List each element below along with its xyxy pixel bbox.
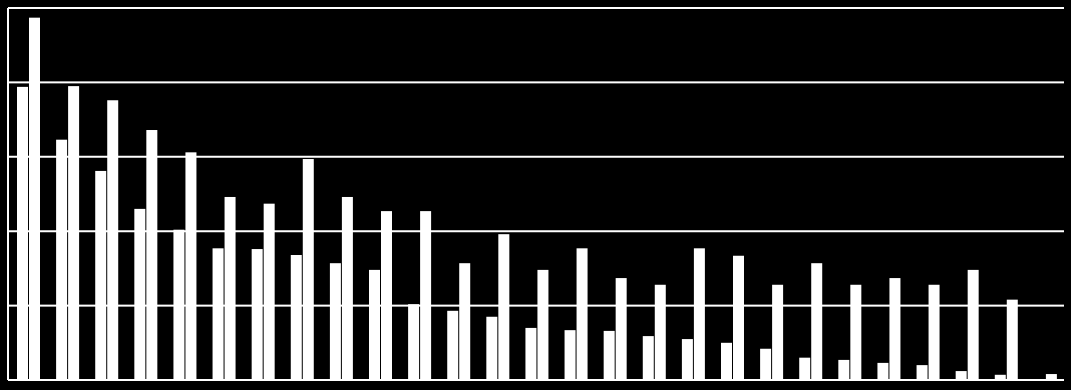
- bar: [369, 269, 380, 380]
- bar: [498, 234, 510, 380]
- bar: [29, 17, 40, 381]
- bar: [486, 316, 498, 380]
- bar: [811, 263, 823, 380]
- bar: [772, 284, 784, 380]
- bar: [916, 365, 928, 380]
- bar: [95, 170, 107, 380]
- bar: [693, 248, 705, 380]
- bar: [642, 336, 654, 380]
- bar: [290, 255, 302, 380]
- bar: [329, 263, 341, 380]
- bar: [615, 278, 627, 380]
- bar: [185, 152, 197, 380]
- bar: [459, 263, 471, 380]
- bar: [576, 248, 588, 380]
- bar: [733, 255, 744, 380]
- bar: [838, 359, 850, 380]
- bar: [654, 284, 666, 380]
- bar: [928, 284, 940, 380]
- bar: [760, 348, 772, 380]
- bar: [721, 342, 732, 380]
- bar: [681, 339, 693, 380]
- bar: [173, 229, 185, 380]
- bar: [381, 211, 392, 380]
- bar: [146, 130, 158, 380]
- bar: [877, 362, 889, 380]
- bar: [263, 203, 275, 380]
- bar: [447, 310, 459, 380]
- bar: [967, 269, 979, 380]
- bar: [56, 139, 68, 380]
- bar: [251, 249, 263, 380]
- bar: [408, 304, 420, 380]
- bar: [955, 371, 967, 380]
- bar: [224, 196, 236, 380]
- bar: [603, 330, 615, 380]
- bar: [68, 86, 80, 381]
- bar: [1006, 299, 1018, 380]
- bar: [212, 248, 224, 380]
- bar: [889, 278, 901, 380]
- bar: [537, 269, 549, 380]
- bar: [1033, 379, 1045, 380]
- bar: [341, 196, 353, 380]
- bar: [17, 86, 28, 380]
- bar: [799, 357, 811, 380]
- bar: [134, 208, 146, 380]
- bar: [564, 330, 576, 380]
- bar: [107, 100, 119, 381]
- bar: [850, 284, 862, 380]
- bar: [302, 159, 314, 380]
- bar: [1045, 374, 1057, 380]
- bar: [525, 327, 537, 380]
- bar: [994, 374, 1006, 380]
- bar: [420, 211, 432, 380]
